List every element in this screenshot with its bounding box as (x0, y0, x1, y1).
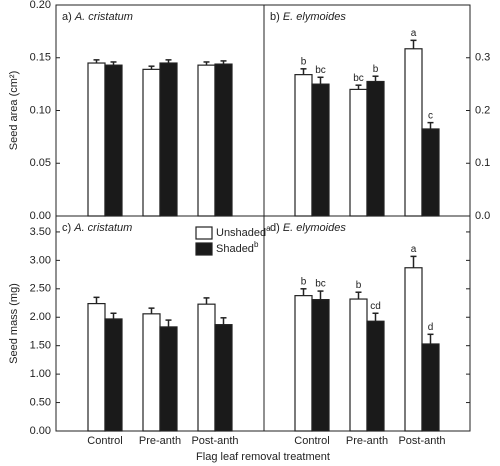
y-tick-label: 0.2 (475, 104, 490, 116)
bar (159, 326, 178, 432)
bar (197, 64, 216, 217)
y-tick-label: 0.3 (475, 52, 490, 64)
x-tick-label: Post-anth (191, 435, 238, 447)
bar (311, 83, 330, 217)
y-tick-label: 0.0 (475, 210, 490, 222)
y-tick-label: 0.15 (30, 52, 51, 64)
panel-label: c) (62, 222, 71, 234)
significance-letter: bc (353, 73, 364, 84)
y-tick-label: 3.00 (30, 254, 51, 266)
bar (311, 299, 330, 432)
y-tick-label: 2.00 (30, 311, 51, 323)
legend-name: Shaded (216, 243, 254, 255)
y-tick-label: 0.05 (30, 157, 51, 169)
bar (294, 74, 313, 217)
panel-title: b) E. elymoides (270, 11, 346, 23)
y-tick-label: 0.1 (475, 157, 490, 169)
legend-superscript: a (266, 224, 271, 233)
significance-letter: bc (315, 279, 326, 290)
bar (104, 318, 123, 432)
x-tick-label: Pre-anth (139, 435, 181, 447)
y-tick-label: 1.50 (30, 340, 51, 352)
x-tick-label: Control (294, 435, 329, 447)
panel-title: a) A. cristatum (62, 11, 133, 23)
bar (197, 303, 216, 432)
significance-letter: b (301, 276, 307, 287)
y-axis-label: Seed mass (mg) (8, 283, 20, 364)
panel-title: c) A. cristatum (62, 222, 132, 234)
significance-letter: a (411, 244, 417, 255)
significance-letter: b (301, 56, 307, 67)
panel-label: d) (270, 222, 280, 234)
bar (366, 80, 385, 217)
bar (214, 63, 233, 217)
bar (214, 324, 233, 432)
significance-letter: c (428, 110, 433, 121)
y-tick-label: 2.50 (30, 283, 51, 295)
bar (159, 62, 178, 217)
significance-letter: d (428, 322, 434, 333)
bar (87, 62, 106, 217)
legend-label: Unshadeda (216, 224, 271, 239)
significance-letter: a (411, 28, 417, 39)
y-tick-label: 0.50 (30, 396, 51, 408)
legend-label: Shadedb (216, 240, 259, 255)
x-axis-label: Flag leaf removal treatment (196, 451, 330, 463)
bar (404, 48, 423, 217)
legend-name: Unshaded (216, 227, 266, 239)
panel-species: A. cristatum (74, 11, 133, 23)
y-axis-label: Seed area (cm²) (8, 71, 20, 150)
bar (421, 343, 440, 432)
bar (349, 88, 368, 217)
significance-letter: cd (370, 301, 381, 312)
y-tick-label: 0.00 (30, 210, 51, 222)
y-tick-label: 1.00 (30, 368, 51, 380)
x-tick-label: Post-anth (398, 435, 445, 447)
legend-superscript: b (254, 240, 259, 249)
bar (421, 128, 440, 217)
bar (294, 295, 313, 432)
x-tick-label: Control (87, 435, 122, 447)
bar (142, 68, 161, 217)
x-tick-label: Pre-anth (346, 435, 388, 447)
bar (349, 298, 368, 432)
y-tick-label: 0.20 (30, 0, 51, 11)
panel-species: E. elymoides (283, 222, 346, 234)
panel-label: b) (270, 11, 280, 23)
panel-species: A. cristatum (73, 222, 132, 234)
bar (366, 320, 385, 432)
bar (142, 313, 161, 432)
bar (87, 302, 106, 432)
significance-letter: b (356, 280, 362, 291)
significance-letter: bc (315, 65, 326, 76)
bar (404, 267, 423, 432)
y-tick-label: 3.50 (30, 226, 51, 238)
significance-letter: b (373, 64, 379, 75)
panel-title: d) E. elymoides (270, 222, 346, 234)
y-tick-label: 0.00 (30, 425, 51, 437)
legend-swatch (195, 226, 213, 240)
panel-species: E. elymoides (283, 11, 346, 23)
panel-label: a) (62, 11, 72, 23)
legend-swatch (195, 242, 213, 256)
y-tick-label: 0.10 (30, 104, 51, 116)
bar (104, 64, 123, 217)
